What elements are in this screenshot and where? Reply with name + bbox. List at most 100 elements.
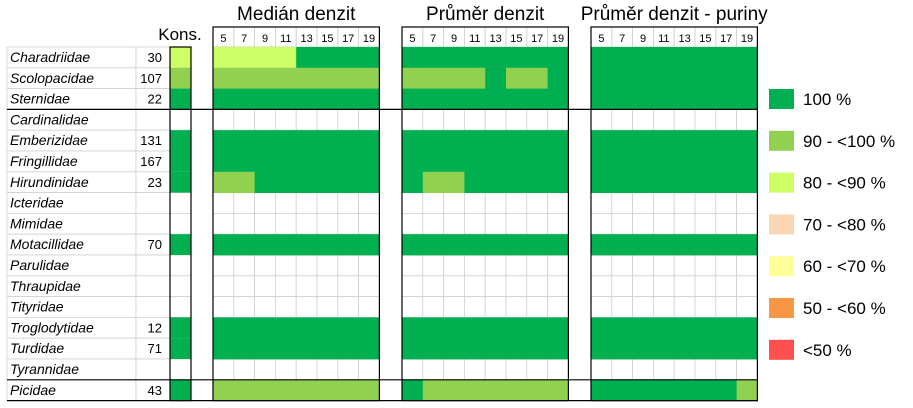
legend-label: <50 % bbox=[803, 341, 852, 360]
grid-cell-bg bbox=[547, 275, 569, 297]
heat-cell bbox=[358, 88, 380, 110]
kons-cell-bg bbox=[169, 192, 192, 214]
heat-cell bbox=[337, 47, 359, 69]
kons-cell bbox=[170, 47, 191, 68]
heat-cell bbox=[422, 379, 444, 401]
grid-cell-bg bbox=[422, 212, 444, 235]
grid-cell-bg bbox=[694, 296, 717, 318]
count-cell bbox=[135, 109, 171, 131]
grid-cell-bg bbox=[526, 275, 548, 297]
kons-cell bbox=[170, 379, 191, 401]
heat-cell bbox=[337, 130, 359, 152]
grid-cell-bg bbox=[526, 192, 548, 214]
heat-cell bbox=[233, 234, 255, 256]
grid-cell-bg bbox=[505, 192, 528, 214]
heat-cell bbox=[506, 130, 528, 152]
legend-label: 50 - <60 % bbox=[803, 299, 886, 318]
grid-cell-bg bbox=[358, 358, 380, 381]
legend-swatch bbox=[769, 298, 794, 318]
family-label: Picidae bbox=[10, 382, 56, 398]
kons-cell bbox=[170, 171, 191, 193]
heat-cell bbox=[547, 234, 569, 256]
legend-swatch bbox=[769, 89, 794, 109]
grid-cell-bg bbox=[653, 254, 675, 277]
heat-cell bbox=[736, 67, 758, 89]
grid-cell-bg bbox=[736, 296, 758, 318]
heat-cell bbox=[736, 234, 758, 256]
heat-cell bbox=[485, 317, 507, 339]
grid-cell-bg bbox=[463, 358, 486, 381]
grid-cell-bg bbox=[694, 358, 717, 381]
count-cell bbox=[135, 358, 171, 381]
grid-cell-bg bbox=[715, 275, 737, 297]
heat-cell bbox=[358, 47, 380, 69]
count-label: 167 bbox=[140, 154, 162, 169]
grid-cell-bg bbox=[358, 192, 380, 214]
heat-cell bbox=[317, 151, 339, 173]
heat-cell bbox=[233, 130, 255, 152]
kons-cell bbox=[170, 88, 191, 110]
count-label: 22 bbox=[148, 92, 162, 107]
heat-cell bbox=[653, 130, 675, 152]
grid-cell-bg bbox=[233, 275, 256, 297]
grid-cell-bg bbox=[653, 192, 675, 214]
grid-cell-bg bbox=[233, 212, 256, 235]
heat-cell bbox=[296, 67, 318, 89]
grid-cell-bg bbox=[611, 275, 633, 297]
grid-cell-bg bbox=[274, 212, 297, 235]
heat-cell bbox=[611, 317, 633, 339]
grid-cell-bg bbox=[694, 275, 717, 297]
heat-cell bbox=[506, 67, 528, 89]
kons-header: Kons. bbox=[158, 25, 201, 44]
heat-cell bbox=[695, 88, 717, 110]
heat-cell bbox=[443, 317, 465, 339]
heat-cell bbox=[715, 234, 737, 256]
heat-cell bbox=[506, 88, 528, 110]
heat-cell bbox=[715, 130, 737, 152]
heat-cell bbox=[485, 47, 507, 69]
grid-cell-bg bbox=[316, 192, 339, 214]
grid-cell-bg bbox=[274, 254, 297, 277]
heat-cell bbox=[402, 171, 424, 193]
kons-cell-bg bbox=[169, 109, 192, 131]
family-label: Fringillidae bbox=[10, 153, 78, 169]
heat-cell bbox=[632, 88, 654, 110]
heat-cell bbox=[591, 88, 613, 110]
heat-cell bbox=[526, 379, 548, 401]
legend-label: 80 - <90 % bbox=[803, 174, 886, 193]
heat-cell bbox=[526, 47, 548, 69]
grid-cell-bg bbox=[443, 109, 465, 131]
grid-cell-bg bbox=[316, 296, 339, 318]
heat-cell bbox=[591, 338, 613, 360]
family-label: Emberizidae bbox=[10, 132, 88, 148]
heat-cell bbox=[213, 379, 235, 401]
heat-cell bbox=[422, 338, 444, 360]
grid-cell-bg bbox=[337, 192, 359, 214]
grid-cell-bg bbox=[484, 192, 507, 214]
heat-cell bbox=[715, 379, 737, 401]
heat-cell bbox=[275, 151, 297, 173]
kons-cell-bg bbox=[169, 296, 192, 318]
heat-cell bbox=[632, 338, 654, 360]
grid-cell-bg bbox=[401, 358, 424, 381]
grid-cell-bg bbox=[233, 192, 256, 214]
heat-cell bbox=[715, 151, 737, 173]
heat-cell bbox=[547, 317, 569, 339]
grid-cell-bg bbox=[316, 275, 339, 297]
heat-cell bbox=[275, 379, 297, 401]
heat-cell bbox=[674, 151, 696, 173]
grid-cell-bg bbox=[590, 358, 613, 381]
grid-cell-bg bbox=[611, 212, 633, 235]
heat-cell bbox=[715, 338, 737, 360]
tick-label: 9 bbox=[451, 33, 457, 45]
heat-cell bbox=[611, 171, 633, 193]
grid-cell-bg bbox=[653, 275, 675, 297]
grid-cell-bg bbox=[673, 212, 696, 235]
group-title: Medián denzit bbox=[237, 4, 356, 25]
family-label: Parulidae bbox=[10, 257, 69, 273]
heat-cell bbox=[358, 338, 380, 360]
grid-cell-bg bbox=[736, 275, 758, 297]
heat-cell bbox=[358, 317, 380, 339]
grid-cell-bg bbox=[443, 275, 465, 297]
tick-label: 19 bbox=[552, 33, 564, 45]
